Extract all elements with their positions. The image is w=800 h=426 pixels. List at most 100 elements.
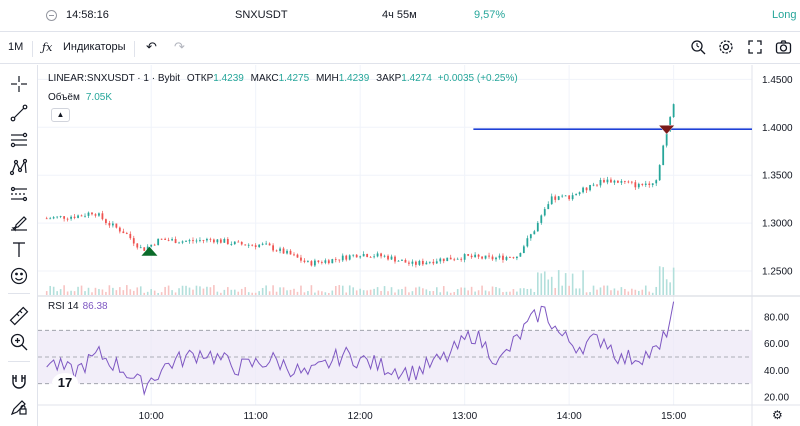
candle-body [651, 183, 654, 185]
candle-body [369, 256, 372, 258]
candle-body [348, 255, 351, 260]
volume-bar [300, 285, 302, 295]
candle-body [498, 255, 501, 258]
volume-bar [139, 286, 142, 295]
candle-body [188, 240, 191, 242]
quick-search-icon[interactable] [690, 39, 706, 58]
candle-body [272, 245, 274, 251]
position-duration: 4ч 55м [382, 9, 417, 21]
minus-circle-icon[interactable] [46, 10, 57, 21]
candle-body [467, 254, 470, 256]
rsi-label: RSI 14 [48, 301, 79, 312]
candle-body [94, 214, 97, 216]
brush-icon[interactable] [9, 212, 29, 232]
fullscreen-icon[interactable] [747, 39, 763, 58]
position-percent: 9,57% [474, 9, 506, 21]
camera-icon[interactable] [775, 39, 792, 58]
volume-bar [94, 287, 97, 295]
volume-bar [401, 289, 403, 295]
candle-body [261, 243, 264, 245]
zoom-icon[interactable] [9, 332, 29, 352]
interval-button[interactable]: 1M [8, 41, 24, 53]
indicators-icon[interactable]: ƒx [42, 41, 53, 54]
candle-body [226, 239, 229, 245]
volume-bar [669, 282, 671, 295]
volume-bar [362, 290, 365, 295]
rsi-line [46, 301, 675, 396]
candle-body [599, 179, 602, 186]
volume-bar [91, 292, 93, 295]
volume-bar [59, 289, 62, 295]
candle-body [623, 181, 626, 182]
candle-body [533, 231, 536, 235]
candle-body [317, 260, 320, 263]
price-chart-svg[interactable]: 1.4500 1.4000 1.3500 1.3000 1.2500 80.00 60.00… [38, 65, 800, 426]
volume-bar [408, 292, 410, 295]
candle-body [557, 196, 560, 200]
volume-bar [146, 291, 149, 295]
candle-body [268, 243, 271, 246]
volume-bar [415, 287, 417, 295]
candle-body [331, 259, 334, 264]
candle-body [84, 215, 86, 217]
time-tick-label: 10:00 [139, 411, 164, 422]
candle-body [495, 257, 497, 260]
crosshair-icon[interactable] [9, 74, 29, 94]
volume-bar [272, 285, 274, 295]
candle-body [192, 240, 194, 242]
volume-bar [655, 286, 658, 295]
volume-bar [540, 273, 543, 295]
prediction-icon[interactable] [9, 184, 29, 204]
volume-bar [63, 285, 65, 295]
text-icon[interactable] [9, 240, 29, 260]
trend-line-icon[interactable] [9, 103, 29, 123]
candle-body [421, 260, 424, 265]
volume-bar [307, 291, 309, 295]
candle-body [143, 247, 146, 251]
volume-bar [526, 288, 529, 295]
position-time: 14:58:16 [66, 9, 109, 21]
candle-body [240, 241, 243, 245]
volume-bar [488, 291, 490, 295]
candle-body [178, 242, 180, 244]
legend-low: 1.4239 [338, 73, 370, 84]
indicators-button[interactable]: Индикаторы [63, 41, 126, 53]
undo-icon[interactable]: ↶ [146, 39, 157, 54]
volume-bar [470, 286, 473, 295]
volume-bar [84, 291, 86, 295]
volume-bar [167, 285, 170, 295]
candle-body [303, 260, 306, 262]
ohlc-legend: LINEAR:SNXUSDT · 1 · Bybit ОТКР1.4239 МА… [48, 73, 518, 84]
tradingview-logo-icon[interactable]: 17 [52, 373, 78, 393]
chart-area[interactable]: 1.4500 1.4000 1.3500 1.3000 1.2500 80.00 60.00… [38, 65, 800, 426]
lock-drawing-icon[interactable] [9, 397, 29, 417]
ruler-icon[interactable] [9, 306, 29, 326]
volume-bar [98, 289, 100, 295]
rsi-tick-label: 40.00 [764, 366, 789, 377]
candle-body [488, 255, 490, 257]
axis-settings-gear-icon[interactable]: ⚙ [772, 408, 783, 422]
settings-gear-icon[interactable] [718, 39, 734, 58]
candle-body [564, 195, 567, 197]
tools-divider [8, 361, 30, 362]
rsi-tick-label: 80.00 [764, 313, 789, 324]
volume-bar [397, 289, 400, 295]
magnet-icon[interactable] [9, 371, 29, 391]
candle-body [672, 104, 675, 118]
candle-body [87, 212, 90, 216]
volume-bar [418, 286, 421, 295]
candle-body [80, 215, 83, 217]
candle-body [568, 195, 571, 200]
collapse-legend-button[interactable]: ▲ [51, 108, 70, 122]
volume-bar [554, 287, 557, 295]
pattern-icon[interactable] [9, 157, 29, 177]
volume-bar [136, 287, 139, 295]
redo-icon[interactable]: ↷ [174, 39, 185, 54]
legend-close: 1.4274 [401, 73, 432, 84]
fib-icon[interactable] [9, 130, 29, 150]
candle-body [502, 255, 504, 260]
toolbar-divider [32, 41, 33, 57]
candle-body [338, 259, 341, 261]
emoji-icon[interactable] [9, 266, 29, 286]
candle-body [129, 233, 132, 239]
